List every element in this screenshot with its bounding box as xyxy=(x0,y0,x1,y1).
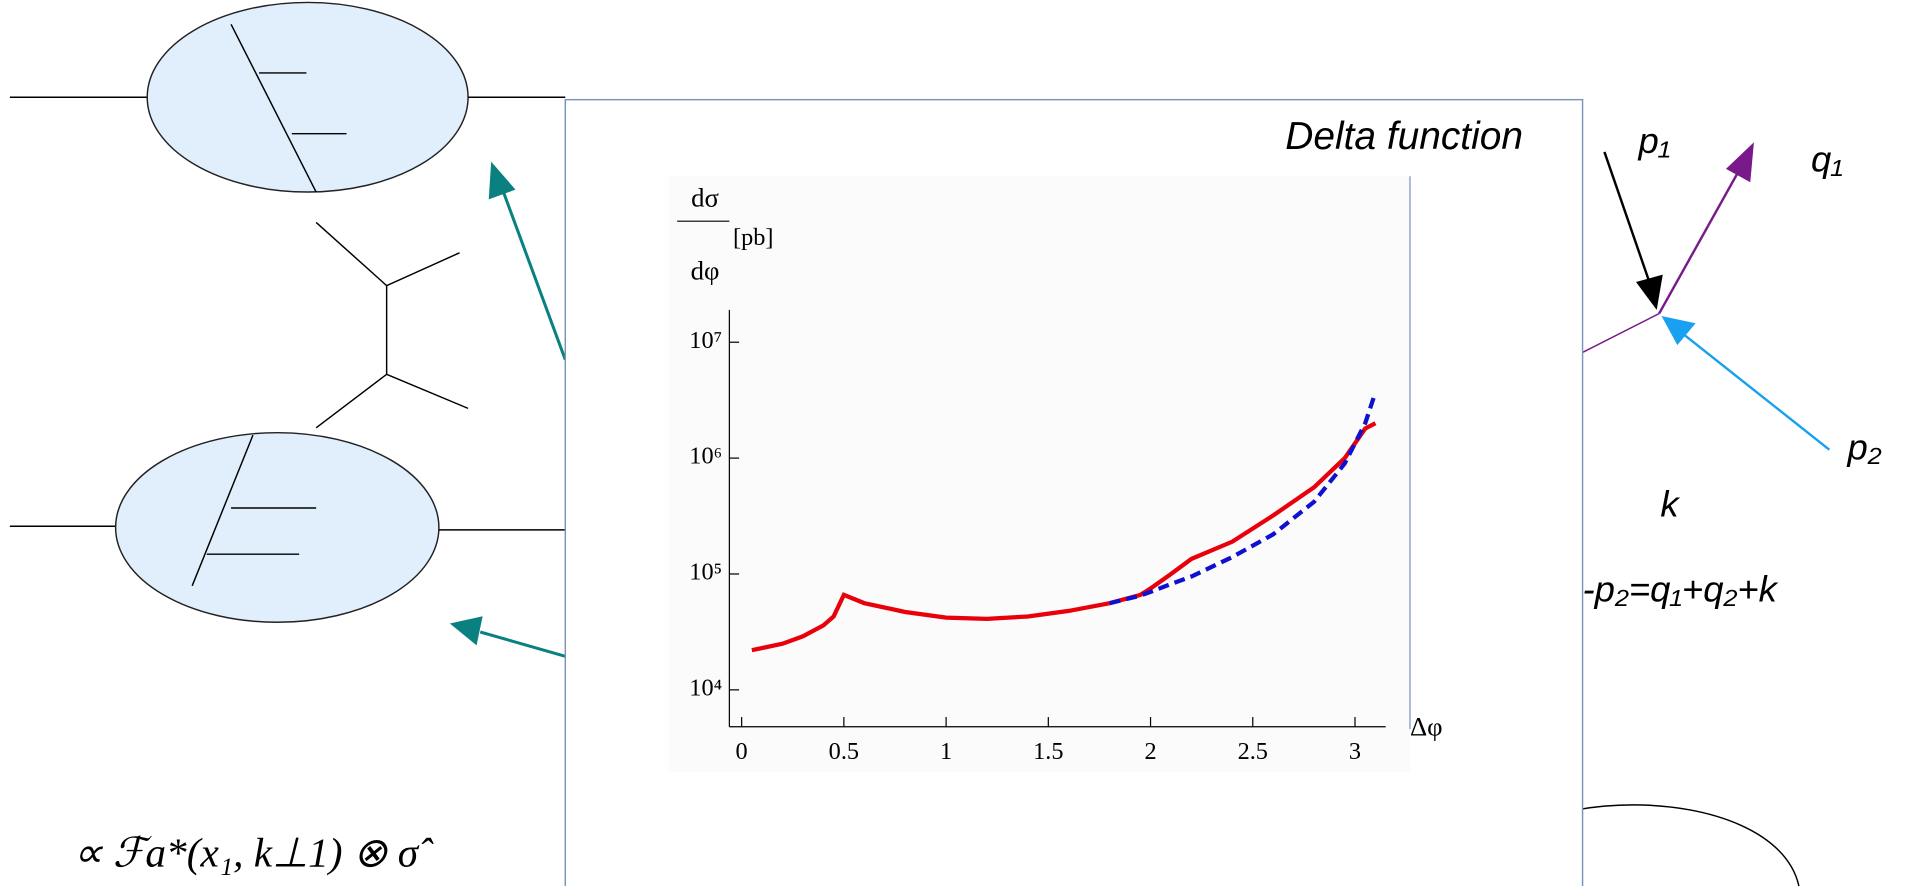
y-tick-label: 10⁵ xyxy=(689,559,722,586)
label-p1: p₁ xyxy=(1637,120,1670,161)
plot: 10⁴ 10⁵ 10⁶ 10⁷ 0 0.5 1 1.5 2 2.5 3 xyxy=(689,309,1386,765)
plot-background xyxy=(668,176,1410,772)
x-tick-label: 1 xyxy=(940,738,952,765)
x-tick-label: 3 xyxy=(1349,738,1361,765)
series-line xyxy=(1109,391,1378,606)
series-line xyxy=(751,421,1377,653)
label-k: k xyxy=(1660,483,1680,524)
x-tick-label: 0.5 xyxy=(829,738,859,765)
label-q1: q₁ xyxy=(1811,138,1843,179)
formula: ∝ ℱa*(x₁, k⊥1) ⊗ σ̂ xyxy=(73,829,434,876)
y-tick-label: 10⁶ xyxy=(689,443,722,470)
x-tick-label: 2.5 xyxy=(1238,738,1268,765)
y-tick-label: 10⁴ xyxy=(689,674,722,701)
x-label: Δφ xyxy=(1410,711,1443,741)
x-tick-label: 2 xyxy=(1144,738,1156,765)
feynman-diagram xyxy=(9,1,1800,886)
conservation: -p₂=q₁+q₂+k xyxy=(1583,569,1779,610)
y-label-denominator: dφ xyxy=(691,256,720,286)
x-tick-label: 0 xyxy=(736,738,748,765)
x-tick-label: 1.5 xyxy=(1033,738,1063,765)
y-tick-label: 10⁷ xyxy=(689,327,722,354)
chart-title: Delta function xyxy=(1285,115,1523,158)
y-label-unit: [pb] xyxy=(733,224,773,251)
y-label-numerator: dσ xyxy=(691,183,719,213)
arrows xyxy=(449,142,1831,658)
label-p2: p₂ xyxy=(1847,426,1882,467)
